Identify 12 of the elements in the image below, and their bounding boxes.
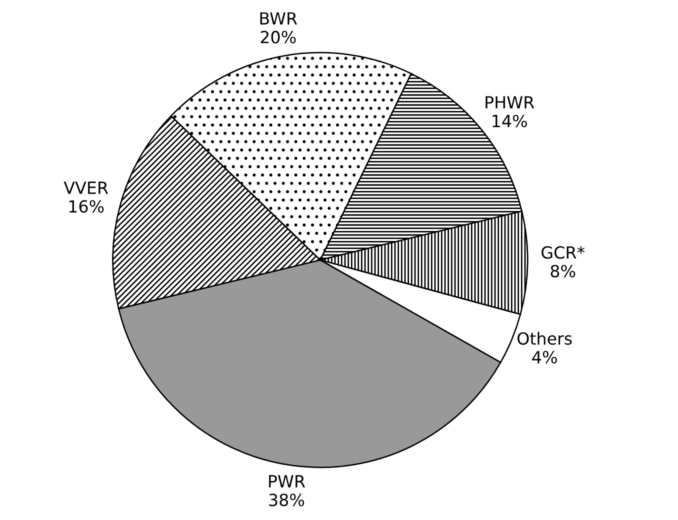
data-label: 14% (492, 114, 527, 128)
data-label: 8% (550, 264, 576, 278)
slice-label: PHWR (486, 96, 534, 108)
slice-label: GCR* (542, 246, 585, 259)
data-label: 38% (269, 494, 304, 506)
data-label: 20% (260, 30, 296, 44)
data-label: 4% (532, 350, 557, 364)
slice-label: BWR (260, 12, 298, 24)
slice-label: PWR (269, 475, 306, 488)
slice-label: VVER (64, 182, 108, 194)
slice-label: Others (518, 332, 572, 345)
data-label: 16% (69, 200, 104, 213)
